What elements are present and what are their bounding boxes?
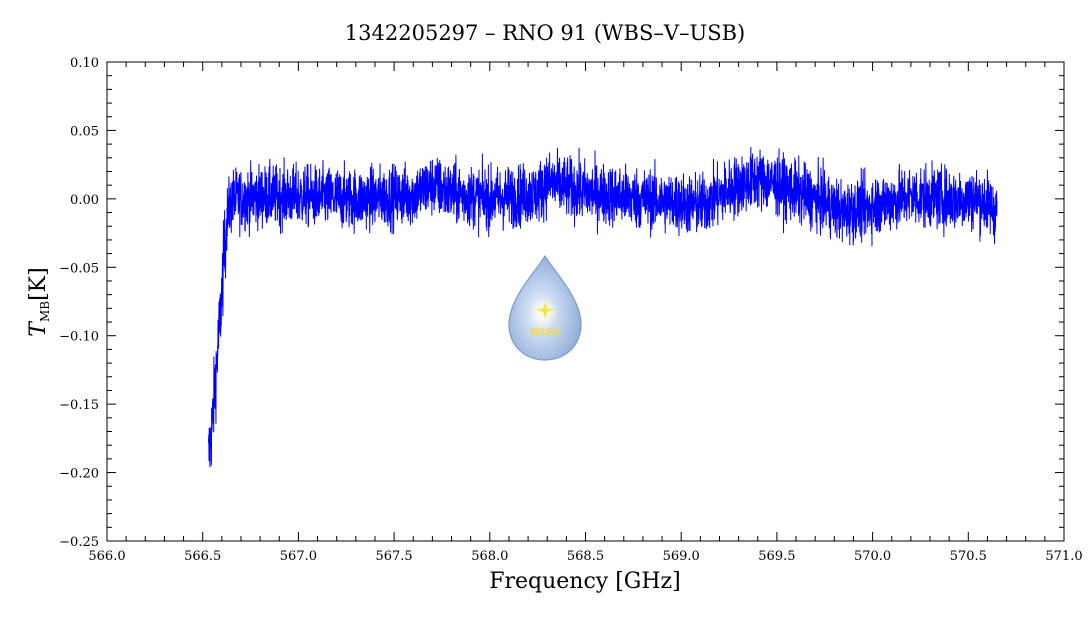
plot-area [207,147,998,468]
y-tick-label: −0.05 [59,261,99,276]
x-axis-ticks: 566.0 566.5 567.0 567.5 568.0 568.5 569.0 569.5… [88,62,1083,564]
y-tick-label: −0.15 [59,398,99,413]
x-tick-label: 566.5 [184,549,221,564]
svg-text:TMB[K]: TMB[K] [26,267,52,336]
x-tick-label: 571.0 [1045,549,1082,564]
x-tick-label: 570.5 [950,549,987,564]
plot-frame [106,61,1065,542]
y-tick-label: −0.25 [59,535,99,550]
y-tick-label: 0.05 [70,124,99,139]
x-tick-label: 569.0 [663,549,700,564]
x-tick-label: 570.0 [854,549,891,564]
spectrum-series-line [207,147,998,468]
y-axis-label: TMB[K] [26,267,52,336]
y-tick-label: 0.00 [70,193,99,208]
x-axis-label: Frequency [GHz] [489,569,681,594]
y-axis-ticks: −0.25 −0.20 −0.15 −0.10 −0.05 0.00 0.05 0.10 [59,56,1064,550]
wish-logo: WISH [508,254,582,361]
x-tick-label: 568.0 [471,549,508,564]
x-tick-label: 567.5 [375,549,412,564]
x-tick-label: 568.5 [567,549,604,564]
y-tick-label: −0.20 [59,467,99,482]
chart-title: 1342205297 – RNO 91 (WBS–V–USB) [345,21,745,45]
x-tick-label: 569.5 [758,549,795,564]
y-tick-label: 0.10 [70,56,99,71]
x-tick-label: 566.0 [88,549,125,564]
x-tick-label: 567.0 [280,549,317,564]
svg-text:WISH: WISH [530,327,561,338]
y-tick-label: −0.10 [59,330,99,345]
